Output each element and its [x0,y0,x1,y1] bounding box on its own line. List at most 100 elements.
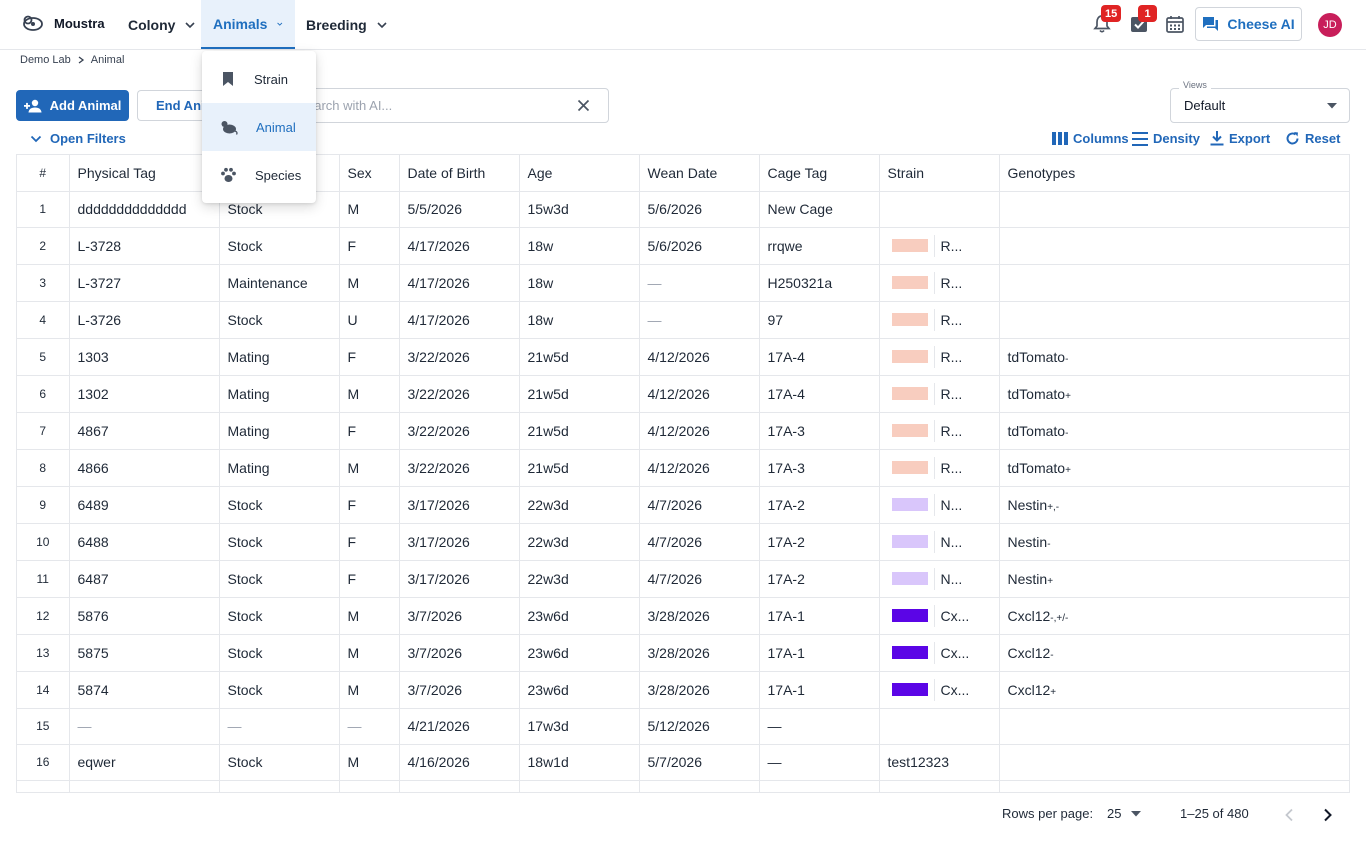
strain-divider [933,382,935,405]
table-row[interactable]: 7 4867 Mating F 3/22/2026 21w5d 4/12/2026 17A-3… [17,412,1349,450]
menu-item-animal[interactable]: Animal [202,103,316,151]
cell-use: Stock [219,634,340,672]
cell-age: 23w6d [519,597,640,635]
cell-age: 22w3d [519,523,640,561]
strain-color-swatch [891,572,928,585]
menu-item-species[interactable]: Species [202,151,316,199]
cell-genotypes [999,301,1349,339]
nav-animals[interactable]: Animals [201,0,295,49]
density-button[interactable]: Density [1132,131,1200,146]
table-row[interactable]: 6 1302 Mating M 3/22/2026 21w5d 4/12/2026 17A-4… [17,375,1349,413]
table-row[interactable]: 8 4866 Mating M 3/22/2026 21w5d 4/12/2026 17A-3… [17,449,1349,487]
app-logo[interactable]: Moustra [22,14,105,32]
calendar-button[interactable] [1165,14,1187,36]
pagination-range: 1–25 of 480 [1180,806,1249,821]
end-animal-label: End Animal [156,98,217,113]
cheese-ai-button[interactable]: Cheese AI [1195,7,1302,41]
chevron-down-icon [377,21,387,28]
previous-page-button[interactable] [1284,808,1294,822]
cell-physical-tag: 5875 [69,634,220,672]
cell-physical-tag: dddddddddddddd [69,191,220,228]
cell-wean-date: 4/7/2026 [639,523,760,561]
table-row[interactable]: 9 6489 Stock F 3/17/2026 22w3d 4/7/2026 17A-2 N.… [17,486,1349,524]
column-header-genotypes[interactable]: Genotypes [999,155,1349,192]
cell-date-of-birth: 4/17/2026 [399,264,520,302]
cell-strain: N... [879,486,1000,524]
strain-color-swatch [891,424,928,437]
cell-cage-tag: New Cage [759,191,880,228]
add-animal-button[interactable]: Add Animal [16,90,129,121]
cell-genotypes: Nestin+ [999,560,1349,598]
bookmark-icon [223,72,233,86]
cell-physical-tag: 5876 [69,597,220,635]
nav-breeding-label: Breeding [306,16,367,33]
cell-age: 21w5d [519,412,640,450]
chat-icon [1203,17,1219,31]
column-header-cage-tag[interactable]: Cage Tag [759,155,880,192]
notifications-button[interactable]: 15 [1092,5,1122,36]
column-header-wean-date[interactable]: Wean Date [639,155,760,192]
top-nav-bar: Moustra Colony Animals Breeding 15 1 [0,0,1366,50]
column-header-index[interactable]: # [17,155,70,192]
nav-breeding[interactable]: Breeding [294,0,399,49]
strain-divider [933,567,935,590]
strain-color-swatch [891,535,928,548]
rows-per-page-select[interactable]: 25 [1107,806,1142,821]
table-row[interactable]: 11 6487 Stock F 3/17/2026 22w3d 4/7/2026 17A-2 N… [17,560,1349,598]
column-header-strain[interactable]: Strain [879,155,1000,192]
close-icon[interactable] [577,99,590,112]
reset-button[interactable]: Reset [1285,131,1340,146]
table-row[interactable]: 12 5876 Stock M 3/7/2026 23w6d 3/28/2026 17A-1 C… [17,597,1349,635]
strain-color-swatch [891,276,928,289]
table-row[interactable]: 4 L-3726 Stock U 4/17/2026 18w —97 R... [17,301,1349,339]
next-page-button[interactable] [1323,808,1333,822]
tasks-button[interactable]: 1 [1129,5,1157,36]
table-row[interactable]: 14 5874 Stock M 3/7/2026 23w6d 3/28/2026 17A-1 C… [17,671,1349,709]
table-row[interactable]: 17A010StockU———C106FVB/NJ [17,780,1349,792]
strain-chip: R... [891,228,999,264]
cell-index: 13 [17,634,70,672]
table-row[interactable]: 3 L-3727 Maintenance M 4/17/2026 18w — H250321a… [17,264,1349,302]
cell-sex: M [339,449,400,487]
columns-button[interactable]: Columns [1052,131,1129,146]
open-filters-button[interactable]: Open Filters [30,131,126,146]
end-animal-button[interactable]: End Animal [137,90,217,121]
cell-date-of-birth: 3/22/2026 [399,412,520,450]
table-row[interactable]: 10 6488 Stock F 3/17/2026 22w3d 4/7/2026 17A-2 N… [17,523,1349,561]
menu-item-strain[interactable]: Strain [202,55,316,103]
nav-colony[interactable]: Colony [116,0,207,49]
cell-sex: M [339,634,400,672]
cell-strain: R... [879,227,1000,265]
cell-cage-tag: — [759,744,880,781]
breadcrumb-root[interactable]: Demo Lab [20,54,71,66]
cell-strain: R... [879,338,1000,376]
genotype-alleles: -,+/- [1050,612,1069,624]
cell-date-of-birth: 3/17/2026 [399,523,520,561]
views-value: Default [1184,98,1226,113]
genotype-gene: Nestin [1007,570,1048,587]
cell-physical-tag: — [69,708,220,745]
chevron-left-icon [1285,808,1293,822]
column-header-sex[interactable]: Sex [339,155,400,192]
table-row[interactable]: 13 5875 Stock M 3/7/2026 23w6d 3/28/2026 17A-1 C… [17,634,1349,672]
genotype-alleles: - [1065,427,1069,439]
genotype-alleles: +,- [1047,501,1060,513]
column-header-date-of-birth[interactable]: Date of Birth [399,155,520,192]
strain-label: Cx... [940,644,970,661]
table-row[interactable]: 1 dddddddddddddd Stock M 5/5/2026 15w3d 5/6/20… [17,191,1349,228]
cell-physical-tag: eqwer [69,744,220,781]
views-select[interactable]: Views Default [1170,80,1350,123]
avatar[interactable]: JD [1318,13,1342,37]
column-header-age[interactable]: Age [519,155,640,192]
export-button[interactable]: Export [1210,131,1270,146]
table-row[interactable]: 15— — —4/21/2026 17w3d 5/12/2026— [17,708,1349,745]
column-header-physical-tag[interactable]: Physical Tag [69,155,220,192]
table-row[interactable]: 5 1303 Mating F 3/22/2026 21w5d 4/12/2026 17A-4… [17,338,1349,376]
strain-label: R... [940,274,963,291]
views-label: Views [1179,80,1211,90]
cell-index: 11 [17,560,70,598]
strain-label: R... [940,422,963,439]
table-row[interactable]: 2 L-3728 Stock F 4/17/2026 18w 5/6/2026 rrqwe R.… [17,227,1349,265]
cell-genotypes [999,227,1349,265]
table-row[interactable]: 16 eqwer Stock M 4/16/2026 18w1d 5/7/2026— test… [17,744,1349,781]
